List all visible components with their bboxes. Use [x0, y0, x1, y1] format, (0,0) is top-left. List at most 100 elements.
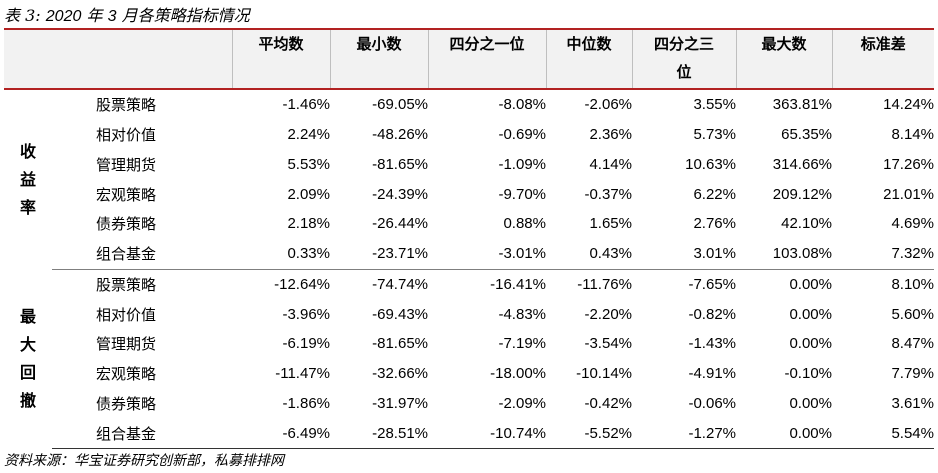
value-cell: 42.10%: [781, 215, 832, 233]
table-row: 宏观策略 2.09% -24.39% -9.70% -0.37% 6.22% 209.12%…: [4, 179, 934, 209]
table-row: 相对价值 -3.96% -69.43% -4.83% -2.20% -0.82% 0.00%…: [4, 299, 934, 329]
value-cell: -0.37%: [584, 185, 632, 203]
value-cell: 3.01%: [632, 238, 736, 270]
header-q3-line2: 位: [676, 63, 692, 81]
value-cell: -7.65%: [688, 275, 736, 293]
value-cell: -69.43%: [372, 305, 428, 323]
strategy-name: 股票策略: [96, 275, 157, 294]
group-label-text: 最大回撤: [19, 306, 36, 410]
value-cell: 3.55%: [693, 96, 736, 114]
value-cell: 0.00%: [789, 305, 832, 323]
header-q3: 四分之三位: [631, 28, 736, 88]
value-cell: -0.69%: [498, 126, 546, 144]
value-cell: 209.12%: [772, 185, 832, 203]
value-cell: -1.09%: [498, 155, 546, 173]
header-mean: 平均数: [231, 28, 330, 88]
value-cell: 0.43%: [546, 238, 632, 270]
table-row: 相对价值 2.24% -48.26% -0.69% 2.36% 5.73% 65.35% 8.…: [4, 120, 934, 150]
table-row: 管理期货 5.53% -81.65% -1.09% 4.14% 10.63% 314.66%…: [4, 150, 934, 180]
value-cell: -2.09%: [498, 394, 546, 412]
value-cell: -18.00%: [490, 365, 546, 383]
value-cell: 10.63%: [685, 155, 736, 173]
value-cell: -0.06%: [688, 394, 736, 412]
strategy-name: 股票策略: [96, 96, 157, 115]
header-blank-group: [4, 28, 52, 88]
value-cell: 0.00%: [736, 418, 832, 450]
value-cell: -23.71%: [330, 238, 428, 270]
value-cell: -12.64%: [274, 275, 330, 293]
value-cell: -10.74%: [428, 418, 546, 450]
value-cell: -6.49%: [232, 418, 330, 450]
value-cell: 17.26%: [883, 155, 934, 173]
header-min: 最小数: [329, 28, 428, 88]
value-cell: -11.76%: [577, 275, 632, 293]
table-title: 表 3: 2020 年 3 月各策略指标情况: [4, 4, 250, 28]
header-std: 标准差: [831, 28, 934, 88]
header-row: 平均数 最小数 四分之一位 中位数 四分之三位 最大数 标准差: [4, 28, 934, 88]
value-cell: -16.41%: [490, 275, 546, 293]
value-cell: -11.47%: [275, 365, 330, 383]
value-cell: -10.14%: [576, 365, 632, 383]
value-cell: -1.86%: [282, 394, 330, 412]
strategy-name: 宏观策略: [96, 185, 157, 204]
value-cell: -26.44%: [372, 215, 428, 233]
value-cell: 8.14%: [891, 126, 934, 144]
strategy-metrics-table: 平均数 最小数 四分之一位 中位数 四分之三位 最大数 标准差 收益率股票策略 -…: [4, 28, 934, 450]
header-max: 最大数: [735, 28, 832, 88]
table-row: 管理期货 -6.19% -81.65% -7.19% -3.54% -1.43% 0.00%…: [4, 329, 934, 359]
value-cell: -5.52%: [546, 418, 632, 450]
strategy-name: 相对价值: [96, 305, 157, 324]
value-cell: 2.76%: [693, 215, 736, 233]
value-cell: -0.42%: [584, 394, 632, 412]
strategy-name: 债券策略: [96, 215, 157, 234]
group-label-text: 收益率: [19, 141, 36, 217]
value-cell: 7.79%: [891, 365, 934, 383]
strategy-name: 组合基金: [52, 238, 232, 270]
value-cell: 0.00%: [789, 275, 832, 293]
value-cell: 6.22%: [693, 185, 736, 203]
table-row: 组合基金 0.33% -23.71% -3.01% 0.43% 3.01% 103.08% 7…: [4, 238, 934, 270]
value-cell: -24.39%: [372, 185, 428, 203]
header-median: 中位数: [545, 28, 632, 88]
value-cell: 2.24%: [287, 126, 330, 144]
value-cell: -2.20%: [584, 305, 632, 323]
value-cell: 5.53%: [287, 155, 330, 173]
value-cell: -7.19%: [498, 335, 546, 353]
value-cell: -1.46%: [282, 96, 330, 114]
value-cell: -9.70%: [498, 185, 546, 203]
value-cell: 2.18%: [287, 215, 330, 233]
header-blank-name: [52, 28, 232, 88]
value-cell: -0.10%: [784, 365, 832, 383]
group-label: 最大回撤: [4, 269, 52, 449]
title-text1: 年: [86, 6, 103, 25]
table-row: 债券策略 -1.86% -31.97% -2.09% -0.42% -0.06% 0.00%…: [4, 389, 934, 419]
value-cell: -74.74%: [372, 275, 428, 293]
value-cell: -3.96%: [282, 305, 330, 323]
strategy-name: 管理期货: [96, 155, 157, 174]
value-cell: 2.36%: [589, 126, 632, 144]
value-cell: -48.26%: [372, 126, 428, 144]
value-cell: -3.01%: [428, 238, 546, 270]
value-cell: -31.97%: [372, 394, 428, 412]
header-q1: 四分之一位: [427, 28, 546, 88]
group-label: 收益率: [4, 90, 52, 269]
value-cell: -6.19%: [282, 335, 330, 353]
strategy-name: 组合基金: [52, 418, 232, 450]
table-row: 债券策略 2.18% -26.44% 0.88% 1.65% 2.76% 42.10% 4.6…: [4, 209, 934, 239]
title-prefix: 表 3:: [4, 6, 41, 25]
source-note: 资料来源：华宝证券研究创新部，私募排排网: [4, 453, 284, 469]
strategy-name: 相对价值: [96, 126, 157, 145]
value-cell: -81.65%: [372, 155, 428, 173]
value-cell: 21.01%: [883, 185, 934, 203]
value-cell: 103.08%: [736, 238, 832, 270]
value-cell: 1.65%: [589, 215, 632, 233]
value-cell: -32.66%: [372, 365, 428, 383]
value-cell: 5.54%: [832, 418, 934, 450]
value-cell: 14.24%: [883, 96, 934, 114]
value-cell: -81.65%: [372, 335, 428, 353]
value-cell: -1.27%: [632, 418, 736, 450]
table-row: 收益率 股票策略 -1.46% -69.05% -8.08% -2.06% 3.55% 363…: [4, 90, 934, 216]
value-cell: 4.14%: [589, 155, 632, 173]
value-cell: 7.32%: [832, 238, 934, 270]
value-cell: 4.69%: [891, 215, 934, 233]
